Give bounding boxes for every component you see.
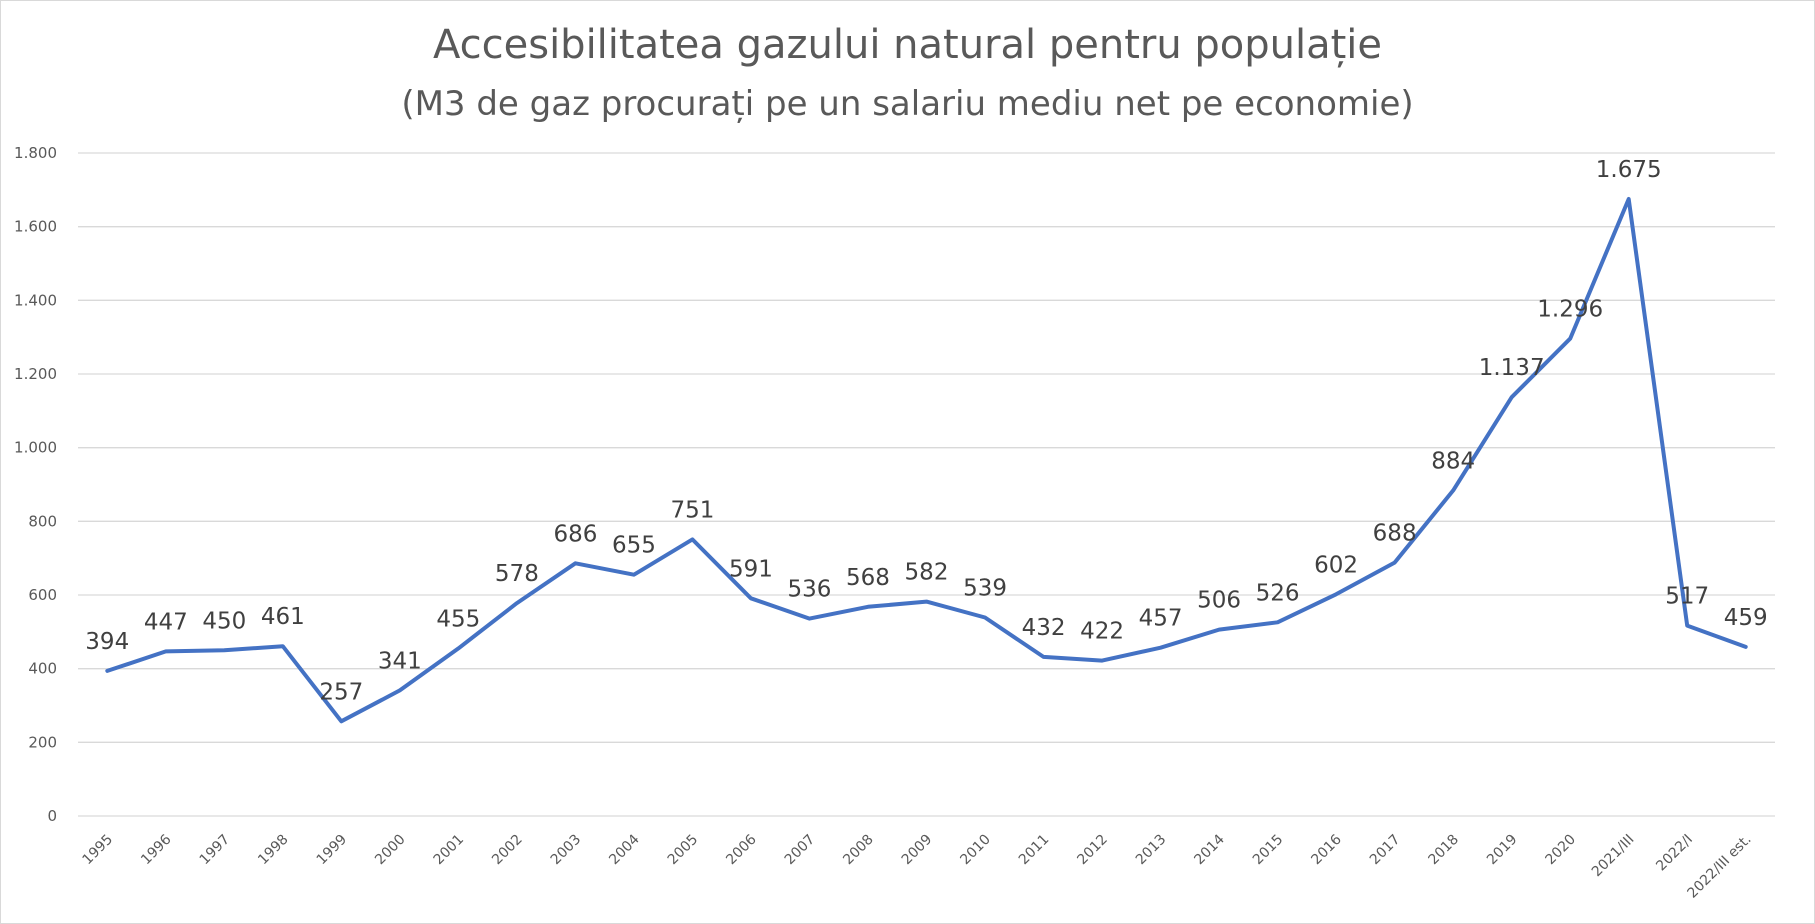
data-label: 568: [846, 565, 890, 591]
data-label: 539: [963, 575, 1007, 601]
y-tick-label: 800: [28, 512, 57, 530]
data-label: 1.675: [1596, 157, 1662, 183]
x-axis: 1995 1996 1997 1998 1999 2000 2001 2002 2003 2004…: [80, 831, 1755, 901]
y-tick-label: 600: [28, 586, 57, 604]
data-labels: 394 447 450 461 257 341 455 578 686 655 751 591 536 5…: [85, 157, 1767, 705]
data-label: 582: [905, 560, 949, 586]
x-tick-label: 2008: [840, 832, 877, 869]
y-tick-label: 1.800: [14, 144, 57, 162]
data-label: 457: [1139, 606, 1183, 632]
x-tick-label: 2002: [489, 832, 526, 869]
chart-title: Accesibilitatea gazului natural pentru p…: [432, 22, 1383, 68]
data-label: 602: [1314, 552, 1358, 578]
data-label: 455: [436, 606, 480, 632]
data-label: 506: [1197, 588, 1241, 614]
y-tick-label: 1.000: [14, 439, 57, 457]
data-label: 688: [1373, 521, 1417, 547]
data-label: 341: [378, 648, 422, 674]
x-tick-label: 2003: [548, 832, 585, 869]
data-label: 655: [612, 533, 656, 559]
x-tick-label: 2014: [1191, 831, 1228, 868]
x-tick-label: 1998: [255, 832, 292, 869]
data-label: 517: [1665, 584, 1709, 610]
x-tick-label: 2005: [665, 832, 702, 869]
x-tick-label: 2017: [1367, 832, 1404, 869]
series: [105, 197, 1748, 724]
data-label: 751: [670, 497, 714, 523]
data-label: 686: [553, 521, 597, 547]
data-label: 450: [202, 608, 246, 634]
x-tick-label: 2004: [606, 831, 643, 868]
data-label: 1.137: [1479, 355, 1545, 381]
x-tick-label: 2022/I: [1653, 832, 1696, 875]
y-tick-label: 1.400: [14, 291, 57, 309]
x-tick-label: 2018: [1425, 832, 1462, 869]
data-label: 422: [1080, 619, 1124, 645]
x-tick-label: 2000: [372, 832, 409, 869]
data-label: 394: [85, 629, 129, 655]
x-tick-label: 2006: [723, 831, 760, 868]
data-label: 432: [1022, 615, 1066, 641]
y-tick-label: 200: [28, 733, 57, 751]
data-label: 591: [729, 556, 773, 582]
x-tick-label: 2019: [1484, 832, 1521, 869]
x-tick-label: 2020: [1543, 832, 1580, 869]
data-label: 536: [788, 577, 832, 603]
gridlines: [78, 152, 1775, 817]
x-tick-label: 2013: [1133, 832, 1170, 869]
y-tick-label: 1.600: [14, 218, 57, 236]
data-label: 578: [495, 561, 539, 587]
y-axis: 0 200 400 600 800 1.000 1.200 1.400 1.600 1.800: [14, 144, 57, 825]
x-tick-label: 1997: [197, 832, 234, 869]
data-label: 459: [1724, 605, 1768, 631]
x-tick-label: 1995: [80, 832, 117, 869]
x-tick-label: 2015: [1250, 832, 1287, 869]
x-tick-label: 2009: [899, 832, 936, 869]
x-tick-label: 2016: [1308, 831, 1345, 868]
x-tick-label: 2011: [1016, 832, 1053, 869]
x-tick-label: 2021/III: [1589, 832, 1638, 881]
data-label: 461: [261, 604, 305, 630]
x-tick-label: 2001: [431, 832, 468, 869]
x-tick-label: 2012: [1074, 832, 1111, 869]
chart-subtitle: (M3 de gaz procurați pe un salariu mediu…: [401, 84, 1414, 124]
x-tick-label: 1999: [314, 832, 351, 869]
y-tick-label: 0: [47, 807, 57, 825]
y-tick-label: 1.200: [14, 365, 57, 383]
x-tick-label: 2007: [782, 832, 819, 869]
data-label: 884: [1431, 448, 1475, 474]
data-label: 1.296: [1537, 297, 1603, 323]
data-label: 526: [1256, 580, 1300, 606]
y-tick-label: 400: [28, 660, 57, 678]
series-line: [105, 197, 1748, 724]
x-tick-label: 1996: [138, 831, 175, 868]
x-tick-label: 2010: [957, 832, 994, 869]
data-label: 257: [319, 679, 363, 705]
data-label: 447: [144, 609, 188, 635]
